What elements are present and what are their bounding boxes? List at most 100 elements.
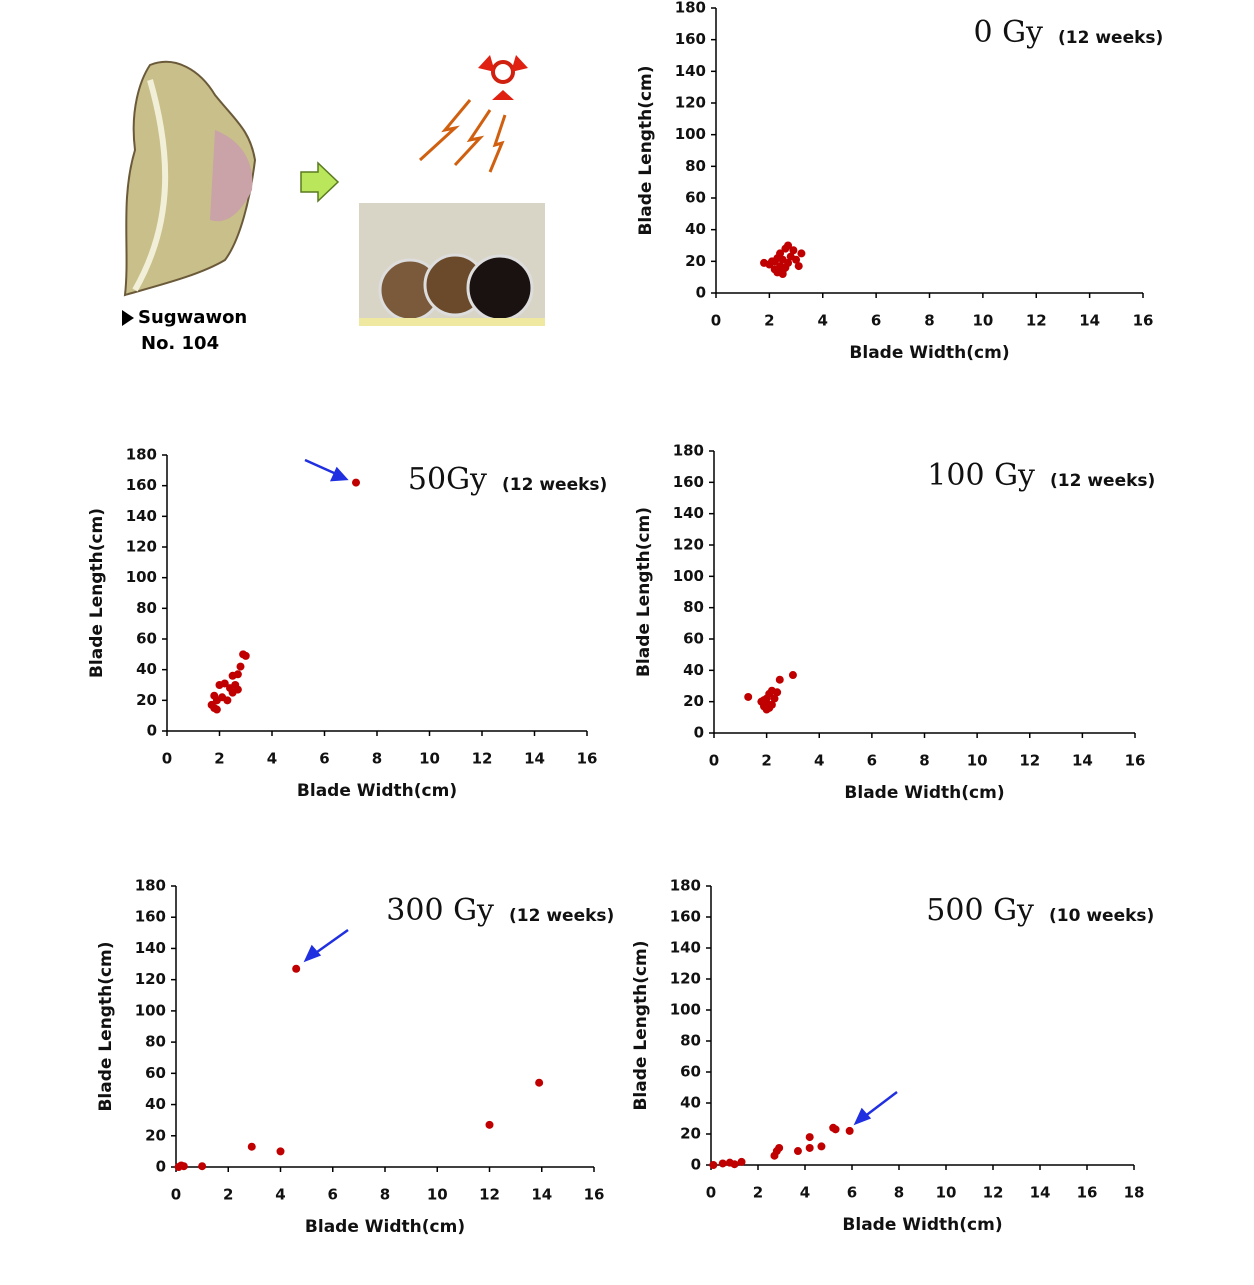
point — [236, 662, 245, 671]
y-tick-label: 160 — [673, 473, 704, 491]
x-tick-label: 4 — [275, 1186, 285, 1204]
y-tick-label: 180 — [675, 0, 706, 17]
x-tick-label: 14 — [531, 1186, 552, 1204]
chart-subtitle: (12 weeks) — [1050, 471, 1155, 491]
point — [831, 1125, 840, 1134]
point — [805, 1133, 814, 1142]
bench — [359, 318, 545, 326]
flask — [466, 254, 534, 322]
x-tick-label: 16 — [1125, 752, 1146, 770]
point — [210, 691, 219, 700]
x-tick-label: 2 — [764, 312, 774, 330]
seaweed-tip — [210, 130, 253, 222]
point — [759, 696, 768, 705]
x-tick-label: 10 — [967, 752, 988, 770]
x-tick-label: 10 — [427, 1186, 448, 1204]
y-tick-label: 80 — [145, 1033, 166, 1051]
y-tick-label: 20 — [680, 1125, 701, 1143]
y-axis-label: Blade Length(cm) — [96, 941, 116, 1111]
y-tick-label: 140 — [673, 504, 704, 522]
chart: 0 2 4 6 8 10 12 14 16 18020406080100120140160180B… — [631, 877, 1154, 1236]
y-tick-label: 60 — [683, 630, 704, 648]
x-tick-label: 12 — [479, 1186, 500, 1204]
point — [179, 1162, 188, 1171]
y-tick-label: 180 — [673, 442, 704, 460]
x-tick-label: 6 — [319, 750, 329, 768]
x-tick-label: 6 — [871, 312, 881, 330]
y-tick-label: 100 — [670, 1001, 701, 1019]
x-tick-label: 16 — [577, 750, 598, 768]
x-tick-label: 16 — [1077, 1184, 1098, 1202]
point — [805, 1143, 814, 1152]
x-tick-label: 10 — [936, 1184, 957, 1202]
y-tick-label: 100 — [675, 125, 706, 143]
x-tick-label: 0 — [162, 750, 172, 768]
x-axis-label: Blade Width(cm) — [842, 1215, 1002, 1235]
y-tick-label: 120 — [135, 970, 166, 988]
point — [773, 688, 782, 697]
point — [485, 1120, 494, 1129]
y-tick-label: 120 — [126, 538, 157, 556]
point — [233, 670, 242, 679]
x-tick-label: 0 — [709, 752, 719, 770]
y-tick-label: 60 — [680, 1063, 701, 1081]
chart: 0 2 4 6 8 10 12 14 16020406080100120140160180Bla… — [636, 0, 1163, 363]
chart-title: 50Gy — [408, 462, 487, 497]
y-tick-label: 40 — [680, 1094, 701, 1112]
x-tick-label: 14 — [524, 750, 545, 768]
x-tick-label: 14 — [1079, 312, 1100, 330]
x-tick-label: 2 — [761, 752, 771, 770]
x-tick-label: 2 — [214, 750, 224, 768]
bullet — [122, 310, 134, 326]
point — [709, 1161, 718, 1169]
label: Sugwawon — [138, 307, 247, 328]
point — [198, 1162, 207, 1171]
x-tick-label: 10 — [419, 750, 440, 768]
point — [276, 1147, 285, 1156]
x-tick-label: 2 — [753, 1184, 763, 1202]
point — [241, 651, 250, 660]
x-tick-label: 16 — [1133, 312, 1154, 330]
chart-subtitle: (12 weeks) — [1058, 28, 1163, 48]
annotations — [303, 458, 898, 1126]
arrowhead — [329, 466, 349, 482]
y-tick-label: 60 — [685, 189, 706, 207]
x-tick-label: 8 — [372, 750, 382, 768]
y-tick-label: 160 — [126, 476, 157, 494]
point — [718, 1159, 727, 1168]
x-tick-label: 0 — [706, 1184, 716, 1202]
point — [292, 964, 301, 973]
y-tick-label: 0 — [691, 1156, 701, 1174]
x-tick-label: 4 — [814, 752, 824, 770]
x-tick-label: 12 — [1026, 312, 1047, 330]
y-tick-label: 140 — [126, 507, 157, 525]
point — [845, 1126, 854, 1135]
chart-title: 300 Gy — [386, 893, 494, 928]
y-tick-label: 140 — [135, 939, 166, 957]
y-tick-label: 60 — [136, 630, 157, 648]
y-axis-label: Blade Length(cm) — [631, 940, 651, 1110]
y-tick-label: 0 — [694, 724, 704, 742]
x-tick-label: 8 — [894, 1184, 904, 1202]
x-tick-label: 6 — [867, 752, 877, 770]
point — [744, 692, 753, 701]
y-tick-label: 40 — [145, 1095, 166, 1113]
point — [778, 266, 787, 275]
x-tick-label: 14 — [1030, 1184, 1051, 1202]
y-tick-label: 100 — [126, 568, 157, 586]
illustration: Sugwawon No. 104 — [122, 55, 545, 354]
chart-subtitle: (12 weeks) — [502, 475, 607, 495]
point — [535, 1078, 544, 1087]
chart: 0 2 4 6 8 10 12 14 16020406080100120140160180Bla… — [87, 446, 607, 802]
y-tick-label: 60 — [145, 1064, 166, 1082]
y-tick-label: 120 — [675, 94, 706, 112]
point — [789, 246, 798, 255]
x-axis-label: Blade Width(cm) — [849, 343, 1009, 363]
y-tick-label: 80 — [680, 1032, 701, 1050]
y-tick-label: 160 — [135, 908, 166, 926]
arrowhead — [853, 1107, 872, 1126]
point — [792, 255, 801, 264]
point — [793, 1147, 802, 1156]
point — [784, 258, 793, 267]
y-tick-label: 20 — [136, 691, 157, 709]
